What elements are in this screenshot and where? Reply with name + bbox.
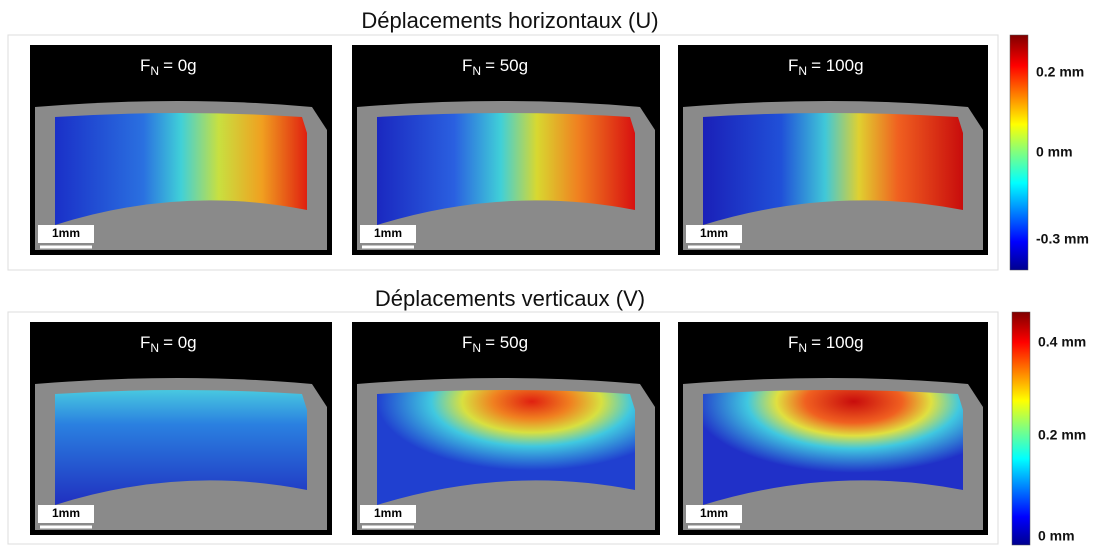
panel: FN = 50g 1mm — [352, 45, 660, 255]
scale-bar-label: 1mm — [700, 506, 728, 520]
colorbar-label: 0.4 mm — [1038, 334, 1086, 350]
colorbar-label: 0.2 mm — [1038, 427, 1086, 443]
scale-bar-box — [360, 225, 416, 243]
force-label: FN = 50g — [462, 333, 528, 355]
force-subscript: N — [150, 341, 159, 355]
force-symbol: F — [788, 56, 798, 75]
displacement-field — [55, 390, 307, 505]
force-value: = 50g — [485, 56, 528, 75]
force-subscript: N — [472, 64, 481, 78]
scale-bar-box — [686, 505, 742, 523]
force-value: = 0g — [163, 56, 197, 75]
row-frame — [7, 34, 999, 271]
colorbar-label: 0 mm — [1036, 144, 1073, 160]
force-label: FN = 0g — [140, 333, 197, 355]
displacement-field — [377, 113, 635, 225]
row-title: Déplacements horizontaux (U) — [361, 8, 658, 33]
displacement-field — [703, 390, 963, 505]
force-subscript: N — [798, 341, 807, 355]
scale-bar-box — [38, 505, 94, 523]
panel: FN = 100g 1mm — [678, 322, 988, 535]
force-value: = 50g — [485, 333, 528, 352]
displacement-field — [377, 390, 635, 505]
force-label: FN = 100g — [788, 333, 864, 355]
scale-bar-label: 1mm — [700, 226, 728, 240]
colorbar-label: 0 mm — [1038, 528, 1075, 544]
row-title: Déplacements verticaux (V) — [375, 286, 645, 311]
panel: FN = 0g 1mm — [30, 45, 332, 255]
scale-bar-label: 1mm — [52, 226, 80, 240]
force-symbol: F — [462, 333, 472, 352]
force-symbol: F — [462, 56, 472, 75]
colorbar-label: 0.2 mm — [1036, 64, 1084, 80]
panel: FN = 0g 1mm — [30, 322, 332, 535]
scale-bar-box — [38, 225, 94, 243]
force-label: FN = 100g — [788, 56, 864, 78]
scale-bar-box — [360, 505, 416, 523]
colorbar — [1009, 34, 1029, 271]
force-label: FN = 0g — [140, 56, 197, 78]
force-symbol: F — [788, 333, 798, 352]
colorbar — [1011, 311, 1031, 546]
force-symbol: F — [140, 333, 150, 352]
force-subscript: N — [150, 64, 159, 78]
force-value: = 100g — [811, 333, 863, 352]
force-subscript: N — [472, 341, 481, 355]
displacement-field — [55, 113, 307, 225]
scale-bar-label: 1mm — [52, 506, 80, 520]
scale-bar-label: 1mm — [374, 226, 402, 240]
force-value: = 100g — [811, 56, 863, 75]
panel: FN = 50g 1mm — [352, 322, 660, 535]
scale-bar-label: 1mm — [374, 506, 402, 520]
force-symbol: F — [140, 56, 150, 75]
panel: FN = 100g 1mm — [678, 45, 988, 255]
row-frame — [7, 311, 999, 545]
colorbar-label: -0.3 mm — [1036, 231, 1089, 247]
force-label: FN = 50g — [462, 56, 528, 78]
force-value: = 0g — [163, 333, 197, 352]
force-subscript: N — [798, 64, 807, 78]
displacement-field — [703, 113, 963, 225]
scale-bar-box — [686, 225, 742, 243]
